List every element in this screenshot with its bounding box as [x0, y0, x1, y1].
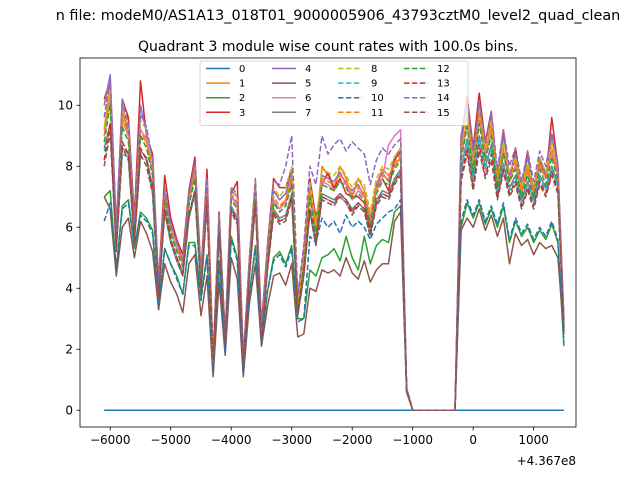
legend-label-5: 5 [305, 79, 311, 90]
series-line-10 [103, 199, 565, 411]
figure-suptitle: n file: modeM0/AS1A13_018T01_9000005906_… [56, 8, 621, 24]
y-tick-label: 4 [65, 282, 73, 296]
y-tick-label: 2 [65, 343, 73, 357]
legend-label-11: 11 [371, 108, 384, 119]
legend-label-10: 10 [371, 93, 384, 104]
plot-area [103, 74, 565, 411]
series-line-5 [103, 196, 565, 411]
y-tick-label: 10 [58, 99, 73, 113]
legend-label-13: 13 [437, 79, 450, 90]
series-line-15 [103, 131, 565, 411]
legend-label-6: 6 [305, 93, 311, 104]
legend-label-3: 3 [239, 108, 245, 119]
series-line-14 [103, 77, 565, 411]
legend-label-9: 9 [371, 79, 377, 90]
y-axis: 0 2 4 6 8 10 [58, 99, 80, 418]
series-line-9 [103, 128, 565, 411]
x-tick-label: −3000 [271, 433, 312, 447]
x-axis: −6000 −5000 −4000 −3000 −2000 −1000 0 1000 [90, 427, 549, 447]
y-tick-label: 8 [65, 160, 73, 174]
x-tick-label: −1000 [392, 433, 433, 447]
x-tick-label: −2000 [332, 433, 373, 447]
series-layer [103, 74, 565, 411]
legend-label-8: 8 [371, 64, 377, 75]
legend-label-4: 4 [305, 64, 311, 75]
x-tick-label: −5000 [150, 433, 191, 447]
x-tick-label: 0 [469, 433, 477, 447]
x-tick-label: 1000 [518, 433, 549, 447]
series-line-13 [103, 122, 565, 411]
legend-label-2: 2 [239, 93, 245, 104]
x-tick-label: −6000 [90, 433, 131, 447]
legend-label-1: 1 [239, 79, 245, 90]
x-offset-label: +4.367e8 [517, 454, 576, 468]
legend-label-12: 12 [437, 64, 450, 75]
legend-label-15: 15 [437, 108, 450, 119]
chart-title: Quadrant 3 module wise count rates with … [138, 39, 518, 55]
y-tick-label: 0 [65, 404, 73, 418]
axes-frame [79, 57, 577, 428]
legend-label-7: 7 [305, 108, 311, 119]
legend-label-14: 14 [437, 93, 450, 104]
series-line-11 [103, 98, 565, 411]
y-tick-label: 6 [65, 221, 73, 235]
legend-label-0: 0 [239, 64, 245, 75]
legend-box [199, 60, 469, 126]
series-line-12 [103, 104, 565, 411]
x-tick-label: −4000 [211, 433, 252, 447]
